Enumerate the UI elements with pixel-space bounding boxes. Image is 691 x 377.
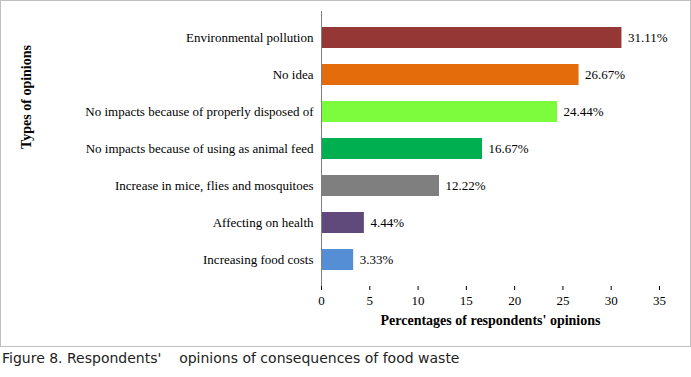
svg-text:30: 30	[605, 293, 618, 308]
svg-text:3.33%: 3.33%	[360, 252, 394, 267]
svg-text:24.44%: 24.44%	[564, 104, 604, 119]
svg-text:20: 20	[508, 293, 521, 308]
svg-text:Types of opinions: Types of opinions	[19, 44, 34, 149]
svg-text:10: 10	[412, 293, 425, 308]
svg-text:Increasing food costs: Increasing food costs	[203, 252, 313, 267]
svg-text:26.67%: 26.67%	[585, 67, 625, 82]
svg-text:Environmental pollution: Environmental pollution	[186, 30, 314, 45]
svg-text:12.22%: 12.22%	[446, 178, 486, 193]
svg-text:0: 0	[318, 293, 325, 308]
svg-text:No impacts because of properly: No impacts because of properly disposed …	[85, 104, 314, 119]
svg-text:No idea: No idea	[273, 67, 314, 82]
svg-text:Percentages of respondents' op: Percentages of respondents' opinions	[381, 313, 602, 328]
svg-text:25: 25	[556, 293, 569, 308]
svg-text:Increase in mice, flies and mo: Increase in mice, flies and mosquitoes	[115, 178, 314, 193]
svg-text:15: 15	[460, 293, 473, 308]
svg-text:Affecting on health: Affecting on health	[213, 215, 314, 230]
svg-text:35: 35	[653, 293, 666, 308]
svg-text:31.11%: 31.11%	[628, 30, 668, 45]
svg-text:16.67%: 16.67%	[488, 141, 528, 156]
svg-text:No impacts because of using as: No impacts because of using as animal fe…	[86, 141, 314, 156]
svg-text:5: 5	[367, 293, 374, 308]
svg-text:4.44%: 4.44%	[370, 215, 404, 230]
html-text:Figure 8. Respondents' opinion: Figure 8. Respondents' opinions of conse…	[2, 350, 460, 366]
